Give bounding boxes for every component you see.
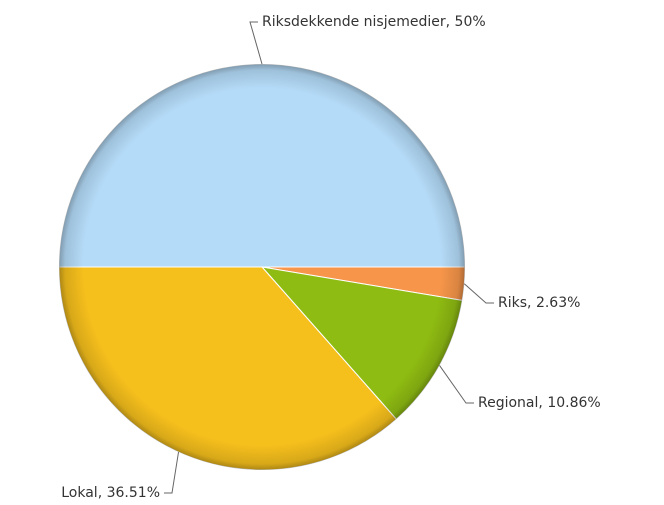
leader-line	[249, 21, 263, 65]
slice-label: Lokal, 36.51%	[61, 485, 160, 501]
slice-value: 10.86%	[547, 395, 600, 411]
slice-label: Regional, 10.86%	[478, 395, 601, 411]
slice-name: Riksdekkende nisjemedier	[262, 14, 446, 30]
slice-value: 36.51%	[107, 485, 160, 501]
slice-name: Riks	[498, 295, 527, 311]
separator: ,	[538, 395, 547, 411]
slice-label: Riks, 2.63%	[498, 295, 580, 311]
separator: ,	[446, 14, 455, 30]
separator: ,	[527, 295, 536, 311]
leader-line	[463, 283, 494, 304]
leader-line	[164, 451, 180, 494]
slice-value: 2.63%	[536, 295, 580, 311]
slice-name: Regional	[478, 395, 538, 411]
leader-line	[439, 365, 474, 404]
pie-slice	[58, 63, 466, 268]
slice-name: Lokal	[61, 485, 97, 501]
separator: ,	[98, 485, 107, 501]
slice-label: Riksdekkende nisjemedier, 50%	[262, 14, 486, 30]
slice-value: 50%	[455, 14, 486, 30]
